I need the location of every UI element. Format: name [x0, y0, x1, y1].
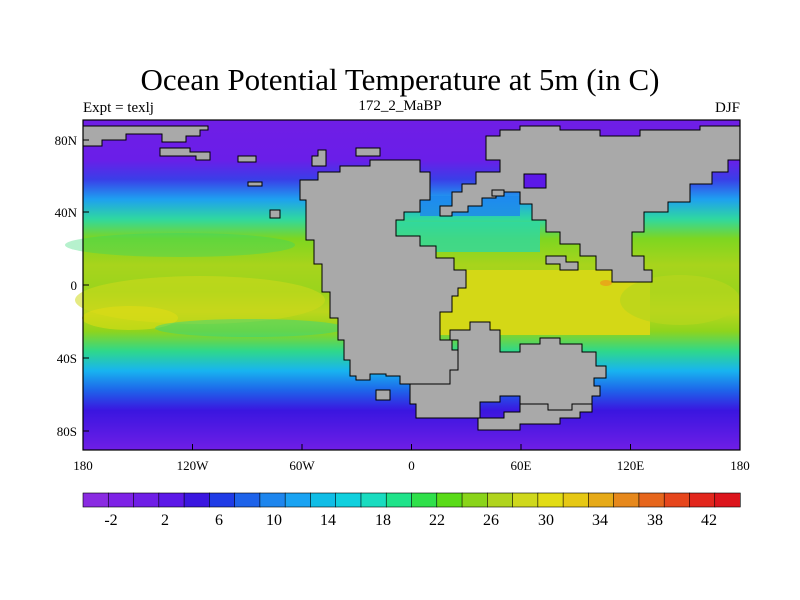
- colorbar-swatch: [385, 492, 413, 508]
- experiment-label: Expt = texlj: [83, 100, 154, 116]
- colorbar-swatch: [158, 492, 185, 508]
- land-small-island-i: [523, 173, 547, 189]
- colorbar-swatch: [461, 492, 488, 508]
- colorbar-label: 34: [592, 512, 608, 529]
- colorbar-swatch: [512, 492, 539, 508]
- colorbar-swatch: [487, 492, 514, 508]
- colorbar-swatch: [284, 492, 312, 508]
- land-small-island-a: [159, 147, 211, 161]
- colorbar-label: -2: [104, 512, 117, 529]
- x-tick-label: 180: [730, 458, 750, 473]
- plot-title: Ocean Potential Temperature at 5m (in C): [140, 62, 660, 97]
- y-axis-ticks: [83, 139, 89, 432]
- colorbar-label: 14: [320, 512, 336, 529]
- land-small-island-e: [269, 209, 281, 219]
- land-north-america: [299, 159, 467, 385]
- warm-east-ocean: [620, 275, 740, 325]
- colorbar-swatch: [537, 492, 564, 508]
- land-south-continent: [409, 321, 607, 419]
- x-axis-labels: 180 120W 60W 0 60E 120E 180: [73, 458, 750, 473]
- colorbar-label: 6: [215, 512, 223, 529]
- colorbar-swatch: [259, 492, 286, 508]
- colorbar-swatch: [689, 492, 716, 508]
- x-tick-label: 0: [408, 458, 415, 473]
- map-panel: 180 120W 60W 0 60E 120E 180 80N 40N 0 40…: [55, 119, 750, 473]
- colorbar-swatch: [411, 492, 438, 508]
- x-tick-label: 120W: [177, 458, 210, 473]
- x-tick-label: 60E: [511, 458, 532, 473]
- colorbar-label: 10: [266, 512, 282, 529]
- land-small-island-c: [311, 149, 327, 167]
- x-axis-ticks: [82, 444, 741, 450]
- colorbar-swatch: [588, 492, 615, 508]
- colorbar-swatch: [107, 492, 135, 508]
- x-tick-label: 180: [73, 458, 93, 473]
- colorbar-label: 30: [538, 512, 554, 529]
- colorbar-swatch: [562, 492, 589, 508]
- colorbar-swatch: [234, 492, 261, 508]
- case-label: 172_2_MaBP: [358, 98, 442, 114]
- colorbar-label: 26: [483, 512, 499, 529]
- colorbar-swatch: [613, 492, 640, 508]
- y-tick-label: 0: [71, 278, 78, 293]
- colorbar-swatch: [209, 492, 236, 508]
- colorbar-label: 2: [161, 512, 169, 529]
- colorbar-swatch: [436, 492, 463, 508]
- x-tick-label: 60W: [289, 458, 315, 473]
- colorbar-label: 18: [375, 512, 391, 529]
- y-tick-label: 40N: [55, 205, 78, 220]
- colorbar-swatch: [714, 492, 741, 508]
- colorbar-label: 22: [429, 512, 445, 529]
- colorbar-swatch: [82, 492, 109, 508]
- land-arctic-west: [82, 125, 209, 147]
- colorbar-swatch: [133, 492, 160, 508]
- land-antarctic-rim: [477, 403, 593, 431]
- season-label: DJF: [714, 100, 740, 116]
- y-axis-labels: 80N 40N 0 40S 80S: [55, 133, 78, 439]
- colorbar-swatch: [638, 492, 665, 508]
- colorbar-swatch: [310, 492, 337, 508]
- colorbar-label: 38: [647, 512, 663, 529]
- colorbar-label: 42: [701, 512, 717, 529]
- land-small-island-b: [237, 155, 257, 163]
- land-small-island-f: [247, 181, 263, 187]
- warm-band-south: [82, 306, 178, 330]
- colorbar-swatch: [663, 492, 691, 508]
- land-small-island-g: [491, 189, 505, 197]
- colorbar-swatch: [335, 492, 362, 508]
- cool-band-north: [65, 233, 295, 257]
- hotspot: [600, 280, 612, 286]
- colorbar-swatch: [360, 492, 387, 508]
- y-tick-label: 40S: [57, 351, 77, 366]
- y-tick-label: 80N: [55, 133, 78, 148]
- colorbar-labels: -2 2 6 10 14 18 22 26 30 34 38 42: [104, 512, 717, 529]
- y-tick-label: 80S: [57, 424, 77, 439]
- colorbar-swatch: [183, 492, 210, 508]
- cool-tongue: [155, 319, 345, 337]
- land-masses: [82, 125, 741, 431]
- colorbar: [82, 492, 741, 508]
- x-tick-label: 120E: [617, 458, 645, 473]
- land-eurasia: [439, 125, 741, 283]
- land-small-island-j: [375, 389, 391, 401]
- land-small-island-d: [355, 147, 381, 157]
- land-small-island-h: [545, 255, 579, 271]
